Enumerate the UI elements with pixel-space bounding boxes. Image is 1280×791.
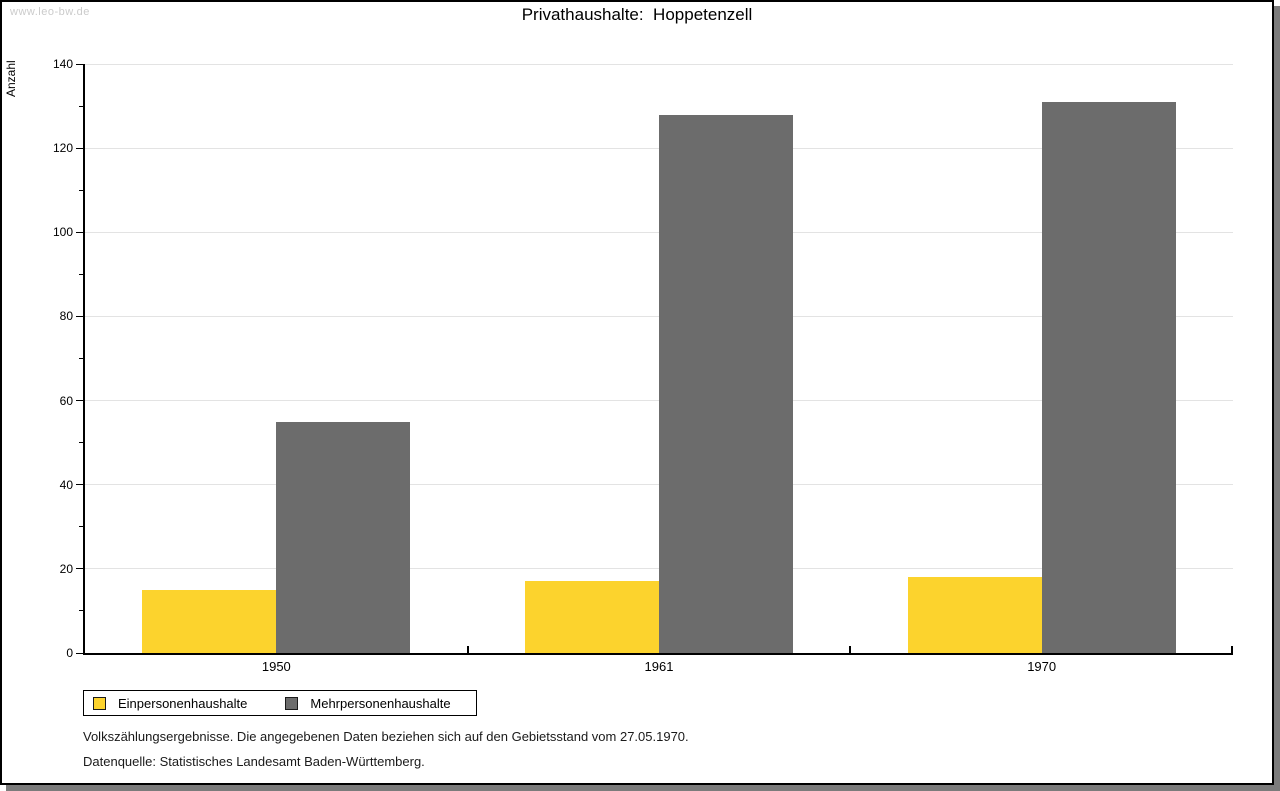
x-axis-boundary-tick xyxy=(466,646,469,653)
y-minor-tick xyxy=(79,358,83,359)
y-minor-tick xyxy=(79,105,83,107)
y-tick-label: 120 xyxy=(52,141,73,156)
y-axis-title: Anzahl xyxy=(4,60,18,98)
y-minor-tick xyxy=(79,526,83,528)
watermark: www.leo-bw.de xyxy=(10,6,90,18)
legend-item-mehrpersonenhaushalte: Mehrpersonenhaushalte xyxy=(285,695,451,711)
x-axis-boundary-tick xyxy=(849,646,852,653)
bar-einpersonenhaushalte-1970 xyxy=(907,577,1042,653)
y-axis-line xyxy=(83,64,85,653)
x-axis-label-1950: 1950 xyxy=(261,659,291,674)
footnote-line-1: Volkszählungsergebnisse. Die angegebenen… xyxy=(83,729,689,744)
y-minor-tick xyxy=(79,442,83,444)
y-minor-tick xyxy=(79,610,83,612)
y-minor-tick xyxy=(79,273,83,275)
y-major-tick xyxy=(76,400,83,402)
bar-mehrpersonenhaushalte-1961 xyxy=(659,114,793,653)
y-major-tick xyxy=(76,315,83,317)
y-major-tick xyxy=(76,147,83,149)
y-major-tick xyxy=(76,652,83,654)
y-major-tick xyxy=(76,63,83,65)
y-tick-label: 20 xyxy=(59,561,73,576)
legend-item-einpersonenhaushalte: Einpersonenhaushalte xyxy=(93,696,247,711)
y-tick-label: 0 xyxy=(66,646,73,660)
legend: Einpersonenhaushalte Mehrpersonenhaushal… xyxy=(83,690,477,716)
y-minor-tick xyxy=(79,189,83,191)
bar-einpersonenhaushalte-1961 xyxy=(525,581,659,653)
x-axis-end-tick xyxy=(1231,646,1233,653)
footnote-line-2: Datenquelle: Statistisches Landesamt Bad… xyxy=(83,754,425,769)
x-axis-line xyxy=(83,653,1233,655)
gridline xyxy=(85,63,1233,65)
chart-title: Privathaushalte: Hoppetenzell xyxy=(521,5,753,24)
y-tick-label: 60 xyxy=(59,393,73,408)
bar-einpersonenhaushalte-1950 xyxy=(142,589,277,653)
plot-area: 0 20 40 60 80 100 120 140 1950 1961 1970 xyxy=(53,57,1233,674)
bar-mehrpersonenhaushalte-1950 xyxy=(276,421,411,653)
y-tick-label: 80 xyxy=(59,309,73,324)
y-major-tick xyxy=(76,231,83,233)
y-major-tick xyxy=(76,568,83,570)
y-tick-label: 40 xyxy=(59,477,73,492)
legend-swatch-yellow xyxy=(93,696,106,710)
x-axis-label-1961: 1961 xyxy=(644,659,674,674)
legend-swatch-gray xyxy=(285,696,299,710)
x-axis-label-1970: 1970 xyxy=(1027,659,1057,674)
y-major-tick xyxy=(76,484,83,486)
y-tick-label: 140 xyxy=(52,57,73,71)
bar-mehrpersonenhaushalte-1970 xyxy=(1041,101,1176,653)
legend-label: Mehrpersonenhaushalte xyxy=(310,695,451,711)
y-tick-label: 100 xyxy=(52,225,73,240)
legend-label: Einpersonenhaushalte xyxy=(118,695,248,711)
